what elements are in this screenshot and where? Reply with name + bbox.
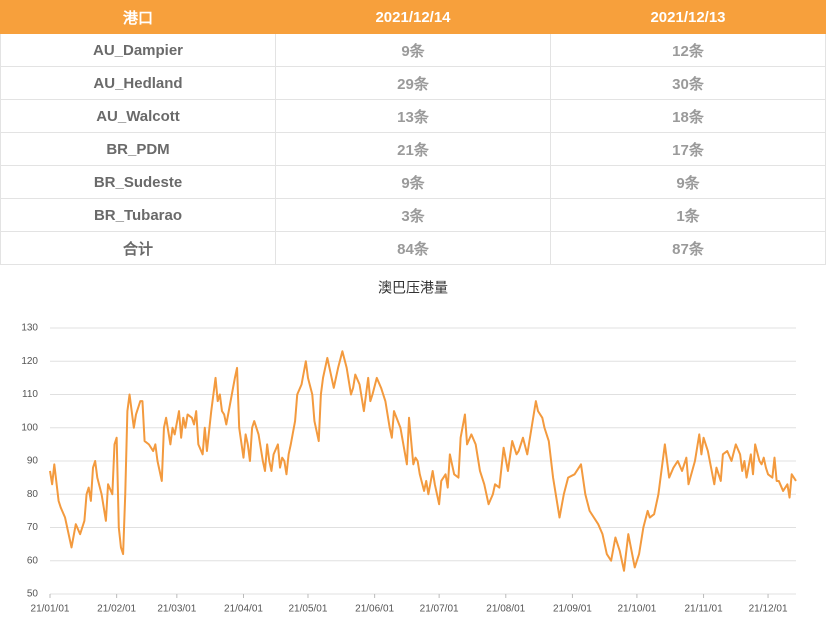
x-tick-label: 21/08/01 (486, 604, 525, 615)
table-cell: 21条 (275, 132, 551, 166)
table-cell: 17条 (550, 132, 826, 166)
x-tick-label: 21/01/01 (31, 604, 70, 615)
table-cell: AU_Hedland (0, 66, 276, 100)
table-cell: 84条 (275, 231, 551, 265)
y-tick-label: 130 (21, 323, 38, 334)
x-tick-label: 21/02/01 (97, 604, 136, 615)
y-tick-label: 70 (27, 522, 39, 533)
table-cell: BR_Tubarao (0, 198, 276, 232)
x-tick-label: 21/12/01 (749, 604, 788, 615)
x-tick-label: 21/09/01 (553, 604, 592, 615)
header-row: 港口 2021/12/14 2021/12/13 (0, 0, 826, 34)
x-tick-label: 21/11/01 (684, 604, 723, 615)
x-tick-label: 21/07/01 (420, 604, 459, 615)
table-row: BR_Sudeste 9条 9条 (0, 165, 826, 199)
table-row: BR_PDM 21条 17条 (0, 132, 826, 166)
table-cell: 9条 (275, 165, 551, 199)
chart-title: 澳巴压港量 (378, 280, 448, 296)
table-cell: AU_Walcott (0, 99, 276, 133)
table-cell: 9条 (275, 33, 551, 67)
chart: 澳巴压港量 50 60 70 80 90 100 110 120 130 21/01/01 21/0… (21, 280, 797, 615)
table-cell: 9条 (550, 165, 826, 199)
header-cell: 2021/12/13 (550, 0, 826, 34)
x-tick-label: 21/04/01 (224, 604, 263, 615)
table-cell: 合计 (0, 231, 276, 265)
table-row: AU_Walcott 13条 18条 (0, 99, 826, 133)
table-cell: AU_Dampier (0, 33, 276, 67)
y-tick-label: 100 (21, 422, 38, 433)
x-tick-label: 21/06/01 (355, 604, 394, 615)
table-cell: 12条 (550, 33, 826, 67)
table-cell: 87条 (550, 231, 826, 265)
table-cell: 3条 (275, 198, 551, 232)
header-cell: 港口 (0, 0, 276, 34)
table-cell: 30条 (550, 66, 826, 100)
table-cell: BR_Sudeste (0, 165, 276, 199)
y-tick-label: 60 (27, 555, 39, 566)
table-cell: 18条 (550, 99, 826, 133)
y-tick-label: 80 (27, 489, 39, 500)
y-tick-label: 90 (27, 456, 39, 467)
table-row: AU_Dampier 9条 12条 (0, 33, 826, 67)
x-tick-label: 21/10/01 (617, 604, 656, 615)
y-tick-label: 110 (22, 389, 38, 400)
port-table: 港口 2021/12/14 2021/12/13 AU_Dampier 9条 12条 AU_… (0, 0, 826, 265)
line-series (49, 350, 797, 572)
table-cell: BR_PDM (0, 132, 276, 166)
header-cell: 2021/12/14 (275, 0, 551, 34)
x-tick-label: 21/05/01 (289, 604, 328, 615)
table-row: AU_Hedland 29条 30条 (0, 66, 826, 100)
x-tick-label: 21/03/01 (157, 604, 196, 615)
table-row: BR_Tubarao 3条 1条 (0, 198, 826, 232)
table-row: 合计 84条 87条 (0, 231, 826, 265)
table-cell: 29条 (275, 66, 551, 100)
table-cell: 1条 (550, 198, 826, 232)
table-cell: 13条 (275, 99, 551, 133)
y-tick-label: 120 (21, 356, 38, 367)
y-tick-label: 50 (27, 589, 39, 600)
